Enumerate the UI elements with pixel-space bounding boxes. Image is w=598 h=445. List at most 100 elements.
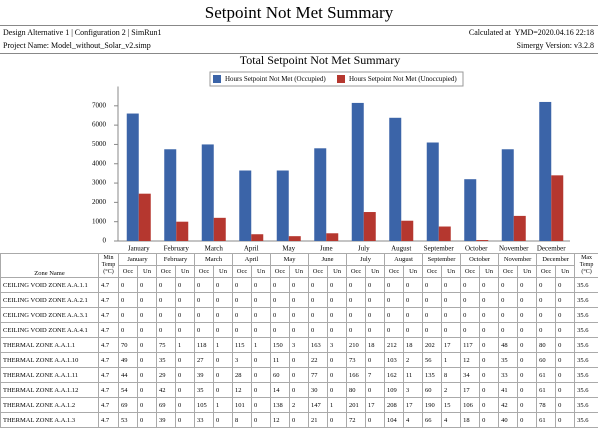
table-cell: 0: [441, 277, 462, 293]
x-tick-label: May: [282, 245, 295, 252]
table-cell: 0: [403, 322, 424, 338]
bar: [239, 170, 252, 241]
table-cell: 0: [175, 397, 195, 413]
table-cell: 0: [232, 292, 252, 308]
table-cell: 4.7: [98, 412, 119, 428]
table-cell: 0: [175, 292, 195, 308]
table-cell: 0: [517, 277, 538, 293]
table-cell: 0: [327, 367, 348, 383]
table-cell: 66: [422, 412, 443, 428]
table-cell: 0: [213, 322, 233, 338]
table-cell: 1: [213, 397, 233, 413]
table-cell: 147: [308, 397, 329, 413]
table-cell: 0: [517, 322, 538, 338]
table-cell: 0: [555, 352, 576, 368]
table-cell: 212: [384, 337, 405, 353]
un-header: Un: [175, 265, 195, 278]
bar: [539, 101, 552, 241]
table-cell: 0: [118, 292, 138, 308]
table-row: THERMAL ZONE A.A.1.1 4.7 70 0 75 1 118 1 115 1 150…: [0, 337, 598, 353]
run-info: Design Alternative 1 | Configuration 2 |…: [3, 28, 162, 37]
table-cell: 12: [460, 352, 481, 368]
table-row: THERMAL ZONE A.A.1.3 4.7 53 0 39 0 33 0 8 0 12 0 21 0…: [0, 412, 598, 428]
table-cell: 0: [213, 382, 233, 398]
table-cell: 0: [289, 322, 310, 338]
y-tick-label: 4000: [92, 159, 107, 167]
table-cell: 80: [346, 382, 367, 398]
table-cell: 0: [365, 322, 386, 338]
y-tick-label: 6000: [92, 121, 107, 129]
table-cell: 0: [384, 277, 405, 293]
table-cell: 0: [479, 277, 500, 293]
zone-name: THERMAL ZONE A.A.1.3: [0, 412, 99, 428]
table-cell: 53: [118, 412, 138, 428]
legend-swatch: [337, 75, 345, 83]
table-cell: 0: [137, 382, 157, 398]
table-cell: 30: [308, 382, 329, 398]
table-cell: 4.7: [98, 382, 119, 398]
zone-name: CEILING VOID ZONE A.A.1.1: [0, 277, 99, 293]
table-cell: 0: [346, 277, 367, 293]
zone-name: THERMAL ZONE A.A.1.12: [0, 382, 99, 398]
table-cell: 35.6: [574, 412, 598, 428]
table-cell: 35.6: [574, 322, 598, 338]
table-cell: 60: [422, 382, 443, 398]
table-cell: 0: [137, 397, 157, 413]
table-cell: 3: [403, 382, 424, 398]
un-header: Un: [479, 265, 500, 278]
table-cell: 0: [422, 277, 443, 293]
table-cell: 0: [517, 367, 538, 383]
table-cell: 35.6: [574, 397, 598, 413]
table-cell: 39: [194, 367, 214, 383]
table-cell: 0: [175, 412, 195, 428]
occ-header: Occ: [270, 265, 291, 278]
legend-label: Hours Setpoint Not Met (Occupied): [225, 75, 326, 83]
table-cell: 78: [536, 397, 557, 413]
zone-name: THERMAL ZONE A.A.1.1: [0, 337, 99, 353]
table-cell: 0: [555, 277, 576, 293]
table-cell: 35: [194, 382, 214, 398]
month-header: December: [536, 253, 576, 266]
table-cell: 0: [289, 412, 310, 428]
occ-header: Occ: [346, 265, 367, 278]
table-cell: 40: [498, 412, 519, 428]
month-header: July: [346, 253, 386, 266]
table-cell: 0: [232, 307, 252, 323]
table-cell: 12: [232, 382, 252, 398]
table-cell: 0: [194, 292, 214, 308]
occ-header: Occ: [308, 265, 329, 278]
table-cell: 0: [327, 352, 348, 368]
table-cell: 0: [460, 307, 481, 323]
table-cell: 35: [156, 352, 176, 368]
table-cell: 0: [194, 307, 214, 323]
month-header: January: [118, 253, 157, 266]
table-cell: 35.6: [574, 337, 598, 353]
table-cell: 4.7: [98, 337, 119, 353]
table-cell: 69: [118, 397, 138, 413]
table-cell: 35.6: [574, 292, 598, 308]
table-cell: 0: [327, 307, 348, 323]
table-cell: 0: [137, 412, 157, 428]
table-cell: 0: [250, 352, 272, 368]
table-cell: 0: [365, 307, 386, 323]
table-cell: 22: [308, 352, 329, 368]
table-cell: 106: [460, 397, 481, 413]
table-cell: 0: [555, 397, 576, 413]
x-tick-label: September: [424, 245, 455, 252]
min-header: Min Temp (°C): [98, 253, 119, 278]
table-cell: 72: [346, 412, 367, 428]
chart: Total Setpoint Not Met Summary 0 1000 2000…: [92, 53, 570, 252]
table-cell: 0: [498, 307, 519, 323]
table-cell: 0: [555, 382, 576, 398]
table-cell: 0: [213, 277, 233, 293]
table-cell: 0: [479, 382, 500, 398]
un-header: Un: [213, 265, 233, 278]
table-cell: 0: [555, 307, 576, 323]
table-row: THERMAL ZONE A.A.1.10 4.7 49 0 35 0 27 0 3 0 11 0 22…: [0, 352, 598, 368]
bar: [464, 179, 477, 241]
table-row: CEILING VOID ZONE A.A.1.1 4.7 0 0 0 0 0 0 0 0 0 0 0 0…: [0, 277, 598, 293]
table-cell: 34: [460, 367, 481, 383]
table-cell: 0: [156, 307, 176, 323]
table-cell: 4.7: [98, 307, 119, 323]
table-cell: 60: [270, 367, 291, 383]
